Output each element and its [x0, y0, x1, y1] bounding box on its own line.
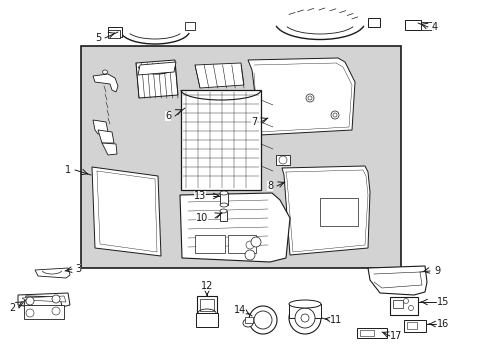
Ellipse shape	[307, 96, 311, 100]
Bar	[220, 193, 227, 205]
Polygon shape	[93, 120, 108, 134]
Bar	[24, 305, 64, 319]
Bar	[244, 317, 252, 323]
Ellipse shape	[26, 297, 34, 305]
Text: 5: 5	[95, 33, 101, 43]
Bar	[195, 235, 224, 253]
Text: 4: 4	[431, 22, 437, 32]
Polygon shape	[282, 166, 369, 255]
Polygon shape	[18, 293, 70, 307]
Bar	[108, 27, 122, 37]
Polygon shape	[93, 74, 118, 92]
Polygon shape	[247, 58, 354, 135]
Text: 14: 14	[233, 305, 245, 315]
Ellipse shape	[301, 314, 308, 322]
Bar	[196, 313, 218, 327]
Bar	[359, 330, 373, 336]
Bar	[200, 299, 214, 311]
Ellipse shape	[403, 298, 407, 303]
Text: 16: 16	[436, 319, 448, 329]
Bar	[227, 235, 256, 253]
Polygon shape	[138, 62, 176, 75]
Text: 6: 6	[164, 111, 171, 121]
Bar	[404, 20, 420, 30]
Bar	[392, 300, 402, 308]
Ellipse shape	[244, 250, 254, 260]
Bar	[406, 322, 416, 329]
Bar	[197, 296, 217, 314]
Text: 9: 9	[433, 266, 439, 276]
Bar	[356, 328, 386, 338]
Ellipse shape	[407, 306, 413, 310]
Ellipse shape	[220, 203, 227, 207]
Bar	[389, 297, 417, 315]
Ellipse shape	[330, 111, 338, 119]
Ellipse shape	[243, 319, 252, 327]
Bar	[81, 46, 400, 268]
Bar	[403, 320, 425, 332]
Ellipse shape	[52, 295, 60, 303]
Ellipse shape	[253, 311, 271, 329]
Ellipse shape	[294, 308, 314, 328]
Ellipse shape	[102, 70, 107, 74]
Ellipse shape	[220, 191, 227, 195]
Bar	[275, 155, 289, 165]
Polygon shape	[102, 143, 117, 155]
Text: 1: 1	[65, 165, 71, 175]
Polygon shape	[136, 60, 178, 98]
Ellipse shape	[250, 237, 261, 247]
Ellipse shape	[245, 241, 253, 249]
Bar	[288, 304, 320, 318]
Text: 3: 3	[75, 264, 81, 274]
Text: 7: 7	[250, 117, 257, 127]
Ellipse shape	[332, 113, 336, 117]
Ellipse shape	[288, 300, 320, 308]
Polygon shape	[98, 130, 114, 143]
Ellipse shape	[26, 309, 34, 317]
Polygon shape	[180, 193, 289, 262]
Text: 10: 10	[196, 213, 208, 223]
Ellipse shape	[220, 209, 226, 213]
Polygon shape	[92, 167, 161, 256]
Bar	[367, 18, 379, 27]
Polygon shape	[367, 266, 426, 295]
Bar	[319, 198, 357, 226]
Bar	[181, 90, 261, 190]
Text: 13: 13	[193, 191, 206, 201]
Text: 8: 8	[266, 181, 272, 191]
Polygon shape	[195, 63, 244, 88]
Text: 2: 2	[9, 303, 15, 313]
Text: 17: 17	[389, 331, 401, 341]
Bar	[184, 22, 195, 30]
Text: 12: 12	[201, 281, 213, 291]
Polygon shape	[22, 296, 66, 302]
Ellipse shape	[52, 307, 60, 315]
Polygon shape	[35, 268, 70, 278]
Ellipse shape	[279, 156, 286, 164]
Ellipse shape	[305, 94, 313, 102]
Text: 11: 11	[329, 315, 342, 325]
Text: 15: 15	[436, 297, 448, 307]
Bar	[420, 22, 432, 30]
Ellipse shape	[248, 306, 276, 334]
Ellipse shape	[288, 302, 320, 334]
Bar	[108, 30, 120, 38]
Bar	[220, 211, 226, 221]
